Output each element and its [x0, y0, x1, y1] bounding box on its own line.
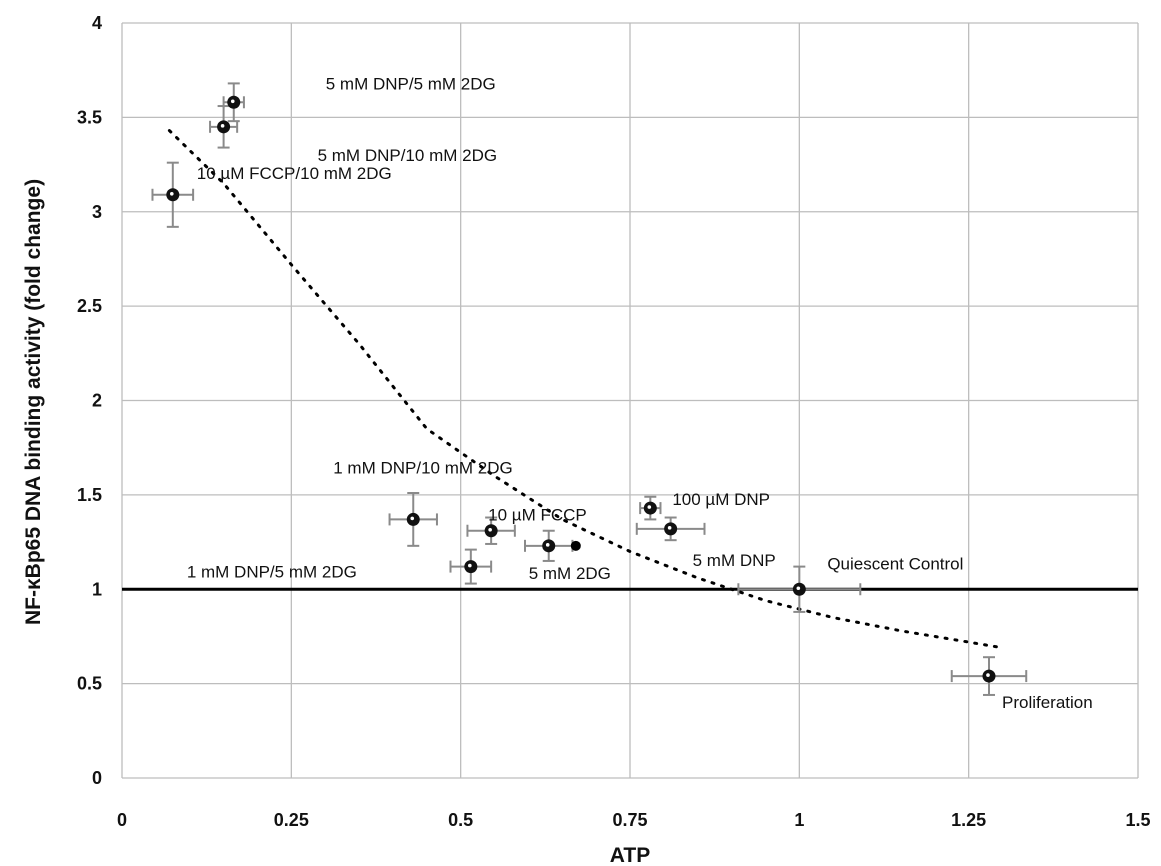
y-axis-title: NF-κBp65 DNA binding activity (fold chan…: [22, 179, 45, 625]
data-point-9: [792, 582, 806, 596]
x-tick-label-6: 1.5: [1125, 810, 1150, 830]
x-tick-label-0: 0: [117, 810, 127, 830]
y-tick-labels: 0 0.5 1 1.5 2 2.5 3 3.5 4: [77, 13, 102, 788]
data-point-7: [643, 501, 657, 515]
point-label-6: 5 mM 2DG: [529, 564, 611, 583]
x-tick-label-1: 0.25: [274, 810, 309, 830]
y-tick-label-6: 3: [92, 202, 102, 222]
x-axis-title: ATP: [610, 844, 650, 866]
trendline: [167, 129, 1004, 650]
point-label-2: 10 µM FCCP/10 mM 2DG: [197, 164, 392, 183]
data-point-3: [406, 512, 420, 526]
point-label-1: 5 mM DNP/10 mM 2DG: [318, 146, 497, 165]
point-label-8: 5 mM DNP: [693, 551, 776, 570]
y-tick-label-0: 0: [92, 768, 102, 788]
y-tick-label-7: 3.5: [77, 107, 102, 127]
y-tick-label-5: 2.5: [77, 296, 102, 316]
x-tick-label-4: 1: [794, 810, 804, 830]
y-tick-label-4: 2: [92, 391, 102, 411]
data-point-4: [484, 524, 498, 538]
point-label-7: 100 µM DNP: [672, 490, 770, 509]
point-label-9: Quiescent Control: [827, 554, 963, 573]
extra-point-0: [570, 540, 581, 551]
y-tick-label-3: 1.5: [77, 485, 102, 505]
data-point-5: [464, 560, 478, 574]
y-tick-label-2: 1: [92, 579, 102, 599]
x-tick-label-3: 0.75: [612, 810, 647, 830]
data-point-6: [542, 539, 556, 553]
point-label-5: 1 mM DNP/5 mM 2DG: [187, 563, 357, 582]
x-tick-label-2: 0.5: [448, 810, 473, 830]
y-tick-label-1: 0.5: [77, 674, 102, 694]
data-point-8: [664, 522, 678, 536]
x-tick-labels: 0 0.25 0.5 0.75 1 1.25 1.5: [117, 810, 1151, 830]
data-point-1: [217, 120, 231, 134]
trendline-layer: [167, 129, 1004, 650]
point-label-4: 10 µM FCCP: [488, 506, 587, 525]
data-point-10: [982, 669, 996, 683]
data-point-2: [166, 188, 180, 202]
y-tick-label-8: 4: [92, 13, 102, 33]
point-label-10: Proliferation: [1002, 693, 1093, 712]
grid: [121, 22, 1139, 779]
point-label-3: 1 mM DNP/10 mM 2DG: [333, 458, 512, 477]
data-point-0: [227, 95, 241, 109]
data-points: [166, 95, 996, 683]
point-label-0: 5 mM DNP/5 mM 2DG: [326, 74, 496, 93]
x-tick-label-5: 1.25: [951, 810, 986, 830]
